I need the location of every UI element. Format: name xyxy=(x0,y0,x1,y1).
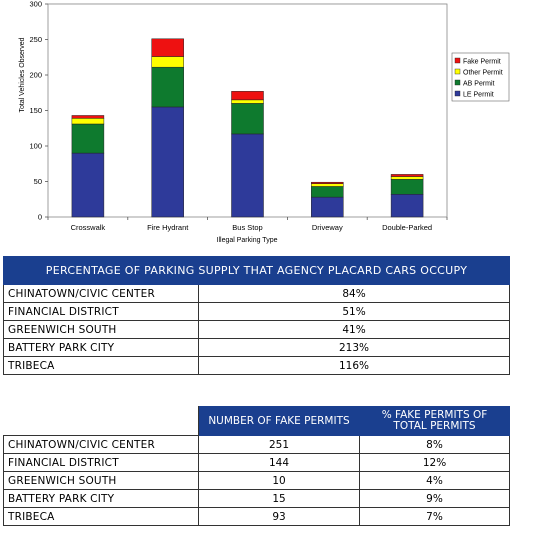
stacked-bar-chart: 0 50 100 150 200 250 300 Crosswalk Fire Hydrant B… xyxy=(19,0,510,244)
table-row: FINANCIAL DISTRICT 51% xyxy=(3,302,510,321)
y-tick-label: 300 xyxy=(29,0,42,9)
x-tick-label: Driveway xyxy=(312,223,343,232)
fake-permits-table: NUMBER OF FAKE PERMITS % FAKE PERMITS OF… xyxy=(3,406,510,526)
row-fake-count: 93 xyxy=(198,507,360,526)
bar-segment-other-permit xyxy=(71,118,105,125)
bar-segment-fake-permit xyxy=(390,174,424,177)
bar-segment-le-permit xyxy=(231,133,264,218)
legend-box xyxy=(451,52,510,102)
row-value: 116% xyxy=(198,356,510,375)
row-fake-pct: 7% xyxy=(359,507,510,526)
chart-bars xyxy=(71,38,424,218)
header-blank-cell xyxy=(3,406,199,436)
legend-label: LE Permit xyxy=(463,92,494,99)
bar-segment-ab-permit xyxy=(231,103,264,135)
table-row: TRIBECA 93 7% xyxy=(3,507,510,526)
x-tick-label: Crosswalk xyxy=(71,223,106,232)
row-fake-pct: 8% xyxy=(359,435,510,454)
chart-tick-labels: 0 50 100 150 200 250 300 Crosswalk Fire Hydrant B… xyxy=(29,0,432,232)
legend-label: AB Permit xyxy=(463,81,495,88)
table-row: FINANCIAL DISTRICT 144 12% xyxy=(3,453,510,472)
y-tick-label: 50 xyxy=(34,177,42,186)
row-fake-count: 10 xyxy=(198,471,360,490)
legend-swatch xyxy=(454,79,461,86)
y-tick-label: 100 xyxy=(29,142,42,151)
x-axis-label: Illegal Parking Type xyxy=(217,237,278,244)
x-tick-label: Double-Parked xyxy=(382,223,432,232)
y-axis-label: Total Vehicles Observed xyxy=(19,37,26,112)
x-tick-label: Fire Hydrant xyxy=(147,223,189,232)
bar-segment-other-permit xyxy=(390,176,424,180)
table-row: CHINATOWN/CIVIC CENTER 251 8% xyxy=(3,435,510,454)
table-row: BATTERY PARK CITY 213% xyxy=(3,338,510,357)
bar-segment-le-permit xyxy=(151,106,184,218)
bar-segment-le-permit xyxy=(71,152,105,218)
bar-segment-fake-permit xyxy=(311,181,344,184)
row-fake-count: 144 xyxy=(198,453,360,472)
x-tick-label: Bus Stop xyxy=(232,223,262,232)
row-value: 51% xyxy=(198,302,510,321)
legend-swatch xyxy=(454,57,461,64)
row-name: CHINATOWN/CIVIC CENTER xyxy=(3,435,199,454)
row-value: 41% xyxy=(198,320,510,339)
row-name: FINANCIAL DISTRICT xyxy=(3,302,199,321)
y-tick-label: 200 xyxy=(29,71,42,80)
row-fake-pct: 12% xyxy=(359,453,510,472)
bar-segment-le-permit xyxy=(311,196,344,218)
placard-occupancy-table: PERCENTAGE OF PARKING SUPPLY THAT AGENCY… xyxy=(3,256,510,375)
bar-segment-ab-permit xyxy=(311,186,344,198)
row-name: FINANCIAL DISTRICT xyxy=(3,453,199,472)
row-name: CHINATOWN/CIVIC CENTER xyxy=(3,284,199,303)
table-row: GREENWICH SOUTH 41% xyxy=(3,320,510,339)
legend-label: Fake Permit xyxy=(463,59,501,66)
bar-segment-fake-permit xyxy=(231,91,264,101)
table-row: GREENWICH SOUTH 10 4% xyxy=(3,471,510,490)
legend-swatch xyxy=(454,68,461,75)
row-value: 84% xyxy=(198,284,510,303)
table-row: CHINATOWN/CIVIC CENTER 84% xyxy=(3,284,510,303)
y-tick-label: 150 xyxy=(29,106,42,115)
row-name: GREENWICH SOUTH xyxy=(3,471,199,490)
y-tick-label: 250 xyxy=(29,35,42,44)
bar-segment-other-permit xyxy=(311,183,344,187)
legend-label: Other Permit xyxy=(463,70,503,77)
fake-permits-header: NUMBER OF FAKE PERMITS xyxy=(198,406,360,436)
row-name: BATTERY PARK CITY xyxy=(3,338,199,357)
row-fake-pct: 9% xyxy=(359,489,510,508)
row-value: 213% xyxy=(198,338,510,357)
row-name: TRIBECA xyxy=(3,356,199,375)
bar-segment-ab-permit xyxy=(71,123,105,154)
placard-table-title: PERCENTAGE OF PARKING SUPPLY THAT AGENCY… xyxy=(3,256,510,285)
row-fake-count: 15 xyxy=(198,489,360,508)
legend-swatch xyxy=(454,90,461,97)
row-name: BATTERY PARK CITY xyxy=(3,489,199,508)
bar-segment-fake-permit xyxy=(151,38,184,57)
bar-segment-le-permit xyxy=(390,194,424,218)
chart-legend: Fake Permit Other Permit AB Permit LE Permi… xyxy=(451,52,510,102)
bar-segment-ab-permit xyxy=(390,179,424,195)
bar-segment-ab-permit xyxy=(151,66,184,108)
bar-segment-other-permit xyxy=(151,56,184,68)
table-row: BATTERY PARK CITY 15 9% xyxy=(3,489,510,508)
bar-segment-other-permit xyxy=(231,99,264,104)
bar-segment-fake-permit xyxy=(71,115,105,119)
row-name: GREENWICH SOUTH xyxy=(3,320,199,339)
row-name: TRIBECA xyxy=(3,507,199,526)
fake-pct-header: % FAKE PERMITS OF TOTAL PERMITS xyxy=(359,406,510,436)
row-fake-pct: 4% xyxy=(359,471,510,490)
table-row: TRIBECA 116% xyxy=(3,356,510,375)
row-fake-count: 251 xyxy=(198,435,360,454)
y-tick-label: 0 xyxy=(38,213,42,222)
